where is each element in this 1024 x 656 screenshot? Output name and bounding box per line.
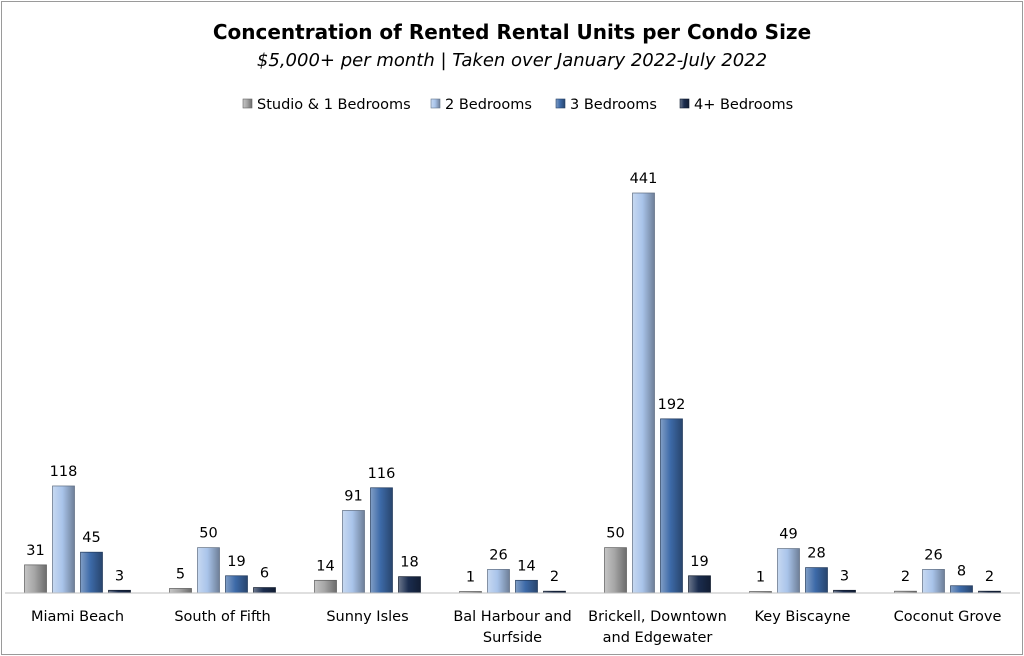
value-label-2-3: 19 [227,554,245,570]
legend-swatch-3 [555,98,566,109]
legend-label-2: 2 Bedrooms [445,97,532,113]
value-label-4-4: 2 [550,569,559,585]
value-label-7-1: 2 [901,569,910,585]
category-label-2: South of Fifth [174,609,270,625]
legend: Studio & 1 Bedrooms 2 Bedrooms 3 Bedrooms 4… [242,97,793,113]
value-label-5-3: 192 [658,397,686,413]
bar-6-3 [805,567,828,594]
bar-1-2 [52,485,75,594]
value-label-7-3: 8 [957,564,966,580]
bar-2-1 [169,588,192,594]
value-label-3-1: 14 [316,558,334,574]
value-label-2-2: 50 [199,526,217,542]
value-label-2-4: 6 [260,566,269,582]
bar-7-3 [950,585,973,594]
value-label-6-4: 3 [840,568,849,584]
bar-1-3 [80,551,103,594]
category-label-4-line-2: Surfside [483,630,542,646]
category-label-5-line-1: Brickell, Downtown [588,609,727,625]
value-label-1-3: 45 [82,530,100,546]
bar-5-2 [632,192,655,594]
category-label-6: Key Biscayne [755,609,851,625]
value-label-5-1: 50 [606,526,624,542]
value-label-6-3: 28 [807,546,825,562]
value-label-1-1: 31 [26,543,44,559]
category-labels-group: Miami Beach South of Fifth Sunny Isles Bal … [31,609,1002,646]
value-label-1-2: 118 [50,464,78,480]
bars-group [24,192,1001,594]
bar-5-1 [604,547,627,594]
value-label-7-2: 26 [924,547,942,563]
bar-3-1 [314,579,337,594]
bar-6-2 [777,548,800,594]
value-label-7-4: 2 [985,569,994,585]
value-label-4-2: 26 [489,547,507,563]
legend-swatch-2 [430,98,441,109]
legend-label-1: Studio & 1 Bedrooms [257,97,411,113]
value-label-3-4: 18 [400,555,418,571]
value-label-6-2: 49 [779,527,797,543]
bar-2-4 [253,587,276,594]
bar-1-1 [24,564,47,594]
value-label-2-1: 5 [176,566,185,582]
bar-4-3 [515,579,538,594]
bar-5-3 [660,418,683,594]
bar-3-4 [398,576,421,594]
legend-label-3: 3 Bedrooms [570,97,657,113]
bar-4-2 [487,569,510,594]
legend-swatch-1 [242,98,253,109]
chart-subtitle: $5,000+ per month | Taken over January 2… [256,50,768,71]
chart-title: Concentration of Rented Rental Units per… [212,20,812,44]
category-label-5-line-2: and Edgewater [603,630,713,646]
bar-2-2 [197,547,220,594]
category-label-3: Sunny Isles [326,609,408,625]
value-label-1-4: 3 [115,568,124,584]
bar-3-3 [370,487,393,594]
value-label-6-1: 1 [756,570,765,586]
value-label-3-2: 91 [344,488,362,504]
value-label-4-3: 14 [517,558,535,574]
bar-3-2 [342,510,365,594]
category-label-7: Coconut Grove [894,609,1002,625]
bar-5-4 [688,575,711,594]
value-label-5-2: 441 [630,171,658,187]
bar-7-2 [922,569,945,594]
value-label-5-4: 19 [690,554,708,570]
category-label-4-line-1: Bal Harbour and [453,609,571,625]
value-label-3-3: 116 [368,466,396,482]
legend-swatch-4 [679,98,690,109]
value-label-4-1: 1 [466,570,475,586]
bar-2-3 [225,575,248,594]
category-label-1: Miami Beach [31,609,124,625]
legend-label-4: 4+ Bedrooms [694,97,793,113]
